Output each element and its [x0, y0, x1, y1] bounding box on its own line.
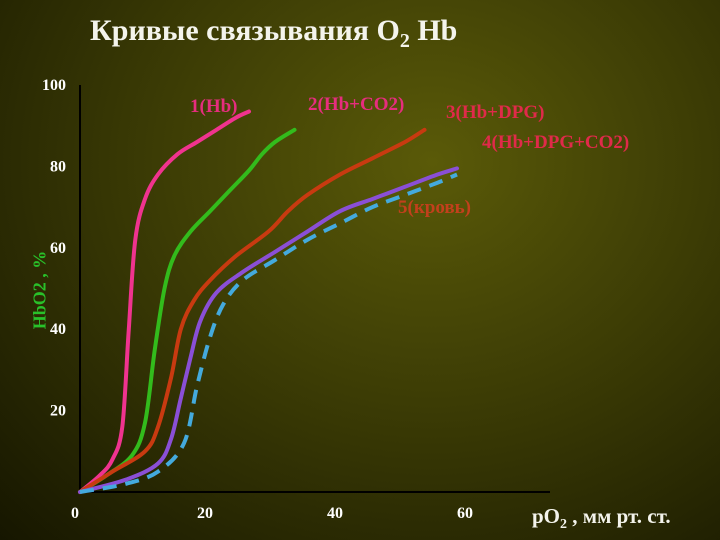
y-tick-label: 80 [50, 158, 66, 175]
x-axis-label: pO2 , мм рт. ст. [532, 504, 671, 533]
tick-labels: 20 40 60 80 100 0 20 40 60 [42, 77, 473, 522]
series-lines [78, 109, 459, 494]
series-label-3: 3(Hb+DPG) [446, 102, 544, 123]
series-label-2: 2(Hb+CO2) [308, 94, 404, 115]
series-line-2 [78, 127, 297, 494]
series-label-4: 4(Hb+DPG+CO2) [482, 132, 629, 153]
series-line-5 [79, 172, 458, 494]
x-tick-label: 60 [457, 505, 473, 522]
series-line-1 [78, 109, 251, 494]
series-labels: 1(Hb) 2(Hb+CO2) 3(Hb+DPG) 4(Hb+DPG+CO2) 5(кр… [190, 94, 629, 218]
y-tick-label: 40 [50, 321, 66, 338]
chart-title: Кривые связывания O2 Hb [90, 14, 458, 52]
x-tick-label: 40 [327, 505, 343, 522]
series-label-1: 1(Hb) [190, 96, 238, 117]
y-tick-label: 60 [50, 240, 66, 257]
x-tick-label: 20 [197, 505, 213, 522]
x-tick-label: 0 [71, 505, 79, 522]
series-line-4 [78, 166, 459, 494]
axes [79, 85, 550, 493]
y-tick-label: 100 [42, 77, 66, 94]
y-tick-label: 20 [50, 403, 66, 420]
series-line-3 [78, 127, 427, 494]
series-label-5: 5(кровь) [398, 197, 471, 218]
